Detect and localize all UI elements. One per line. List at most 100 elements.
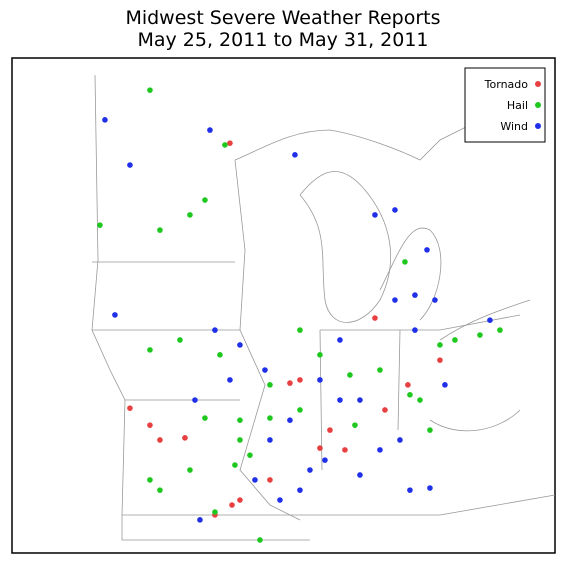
report-dot	[357, 472, 363, 478]
report-dot	[252, 477, 258, 483]
report-dot	[372, 212, 378, 218]
report-dot	[217, 352, 223, 358]
report-dot	[427, 485, 433, 491]
report-dot	[202, 197, 208, 203]
title-line: May 25, 2011 to May 31, 2011	[137, 29, 428, 51]
report-dot	[392, 207, 398, 213]
report-dot	[287, 417, 293, 423]
report-dot	[397, 437, 403, 443]
report-dot	[232, 462, 238, 468]
report-dot	[337, 337, 343, 343]
report-dot	[237, 342, 243, 348]
legend-label: Hail	[507, 99, 528, 112]
report-dot	[297, 487, 303, 493]
legend-dot	[535, 123, 541, 129]
report-dot	[487, 317, 493, 323]
report-dot	[412, 292, 418, 298]
report-dot	[392, 297, 398, 303]
report-dot	[437, 342, 443, 348]
report-dot	[212, 509, 218, 515]
report-dot	[157, 487, 163, 493]
report-dot	[297, 407, 303, 413]
report-dot	[372, 315, 378, 321]
report-dot	[317, 445, 323, 451]
report-dot	[357, 397, 363, 403]
report-dot	[322, 457, 328, 463]
legend-box	[464, 67, 546, 143]
report-dot	[112, 312, 118, 318]
report-dot	[337, 397, 343, 403]
report-dot	[147, 422, 153, 428]
report-dot	[424, 247, 430, 253]
report-dot	[97, 222, 103, 228]
report-dot	[377, 447, 383, 453]
report-dot	[227, 140, 233, 146]
report-dot	[127, 162, 133, 168]
report-dot	[147, 347, 153, 353]
report-dot	[277, 497, 283, 503]
report-dot	[182, 435, 188, 441]
report-dot	[222, 142, 228, 148]
report-dot	[147, 477, 153, 483]
report-dot	[477, 332, 483, 338]
report-dot	[237, 497, 243, 503]
report-dot	[347, 372, 353, 378]
report-dot	[237, 417, 243, 423]
report-dot	[317, 352, 323, 358]
report-dot	[187, 467, 193, 473]
report-dot	[247, 452, 253, 458]
report-dot	[412, 327, 418, 333]
report-dot	[407, 391, 413, 398]
report-dot	[212, 327, 218, 333]
report-dot	[229, 502, 235, 508]
report-dot	[267, 415, 273, 421]
report-dot	[405, 382, 411, 388]
report-dot	[307, 467, 313, 473]
report-dot	[377, 367, 383, 373]
report-dot	[327, 427, 333, 433]
report-dot	[287, 380, 293, 386]
report-dot	[402, 259, 408, 265]
legend-dot	[535, 102, 541, 108]
report-dot	[257, 537, 263, 543]
report-dot	[497, 327, 503, 333]
report-dot	[227, 377, 233, 383]
report-dot	[382, 407, 388, 413]
title-line: Midwest Severe Weather Reports	[125, 7, 440, 29]
report-dot	[192, 397, 198, 403]
report-dot	[317, 377, 323, 383]
report-dot	[342, 447, 348, 453]
borders	[91, 74, 556, 541]
report-dot	[297, 327, 303, 333]
report-dot	[187, 212, 193, 218]
report-dot	[267, 477, 273, 483]
report-dot	[177, 337, 183, 343]
report-dot	[157, 227, 163, 233]
report-dot	[452, 337, 458, 343]
report-dot	[127, 405, 133, 411]
legend-label: Wind	[500, 120, 528, 133]
report-dot	[102, 117, 108, 123]
report-dot	[202, 415, 208, 421]
report-dot	[262, 367, 268, 373]
report-dot	[432, 297, 438, 303]
report-dot	[292, 152, 298, 158]
report-dot	[417, 397, 423, 403]
report-dot	[237, 437, 243, 443]
report-dot	[442, 382, 448, 388]
report-dot	[407, 487, 413, 493]
report-dot	[267, 437, 273, 443]
map-frame	[11, 57, 556, 554]
legend-label: Tornado	[484, 78, 529, 91]
report-dot	[297, 377, 303, 383]
report-dot	[197, 517, 203, 523]
report-dot	[267, 382, 273, 388]
report-dot	[147, 87, 153, 93]
report-dot	[207, 127, 213, 133]
legend-dot	[535, 81, 541, 87]
report-dot	[352, 422, 358, 428]
report-dot	[157, 437, 163, 443]
report-dot	[427, 427, 433, 433]
report-dot	[437, 357, 443, 363]
